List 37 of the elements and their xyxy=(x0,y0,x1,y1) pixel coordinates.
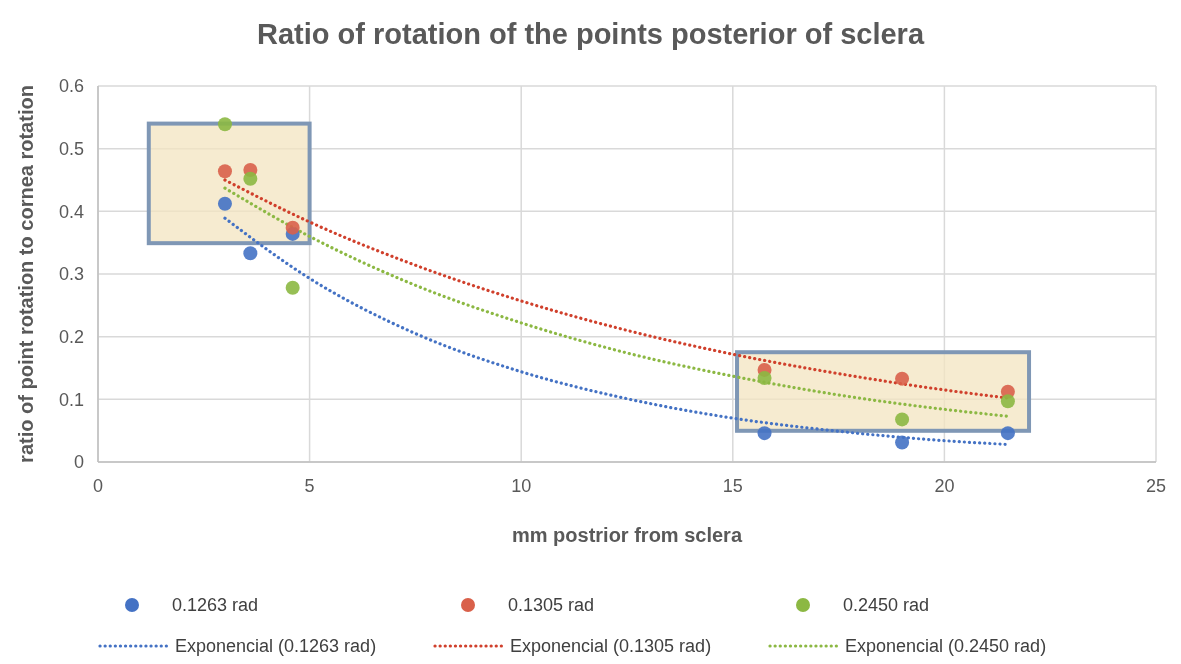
y-tick-label: 0 xyxy=(73,452,84,473)
point xyxy=(243,171,258,186)
legend-label: 0.1263 rad xyxy=(172,595,259,616)
legend-label: Exponencial (0.1305 rad) xyxy=(510,636,712,657)
x-tick-label: 20 xyxy=(934,476,955,496)
y-tick-label: 0.6 xyxy=(58,76,84,97)
legend-label: 0.1305 rad xyxy=(508,595,595,616)
x-tick-label: 15 xyxy=(722,476,743,496)
x-tick-label: 5 xyxy=(304,476,315,496)
chart-title: Ratio of rotation of the points posterior of sclera xyxy=(256,18,925,50)
point xyxy=(757,371,772,386)
point xyxy=(285,220,300,235)
point xyxy=(1000,426,1015,441)
y-tick-label: 0.1 xyxy=(58,389,84,410)
point xyxy=(895,412,910,427)
y-tick-label: 0.2 xyxy=(58,326,84,347)
legend-label: 0.2450 rad xyxy=(843,595,930,616)
point xyxy=(217,164,232,179)
point xyxy=(895,371,910,386)
x-axis-title: mm postrior from sclera xyxy=(511,524,743,546)
x-tick-label: 25 xyxy=(1145,476,1167,496)
legend-label: Exponencial (0.1263 rad) xyxy=(175,636,377,657)
point xyxy=(217,117,232,132)
point xyxy=(285,280,300,295)
point xyxy=(243,246,258,261)
y-axis-title: ratio of point rotation to cornea rotation xyxy=(15,85,37,463)
y-tick-label: 0.3 xyxy=(58,264,84,285)
point xyxy=(217,196,232,211)
point xyxy=(895,435,910,450)
line-series xyxy=(223,216,1010,447)
y-tick-label: 0.5 xyxy=(58,138,84,159)
point xyxy=(1000,394,1015,409)
y-tick-label: 0.4 xyxy=(58,201,84,222)
legend-label: Exponencial (0.2450 rad) xyxy=(845,636,1047,657)
x-tick-label: 0 xyxy=(92,476,104,496)
x-tick-label: 10 xyxy=(511,476,532,496)
point xyxy=(757,426,772,441)
